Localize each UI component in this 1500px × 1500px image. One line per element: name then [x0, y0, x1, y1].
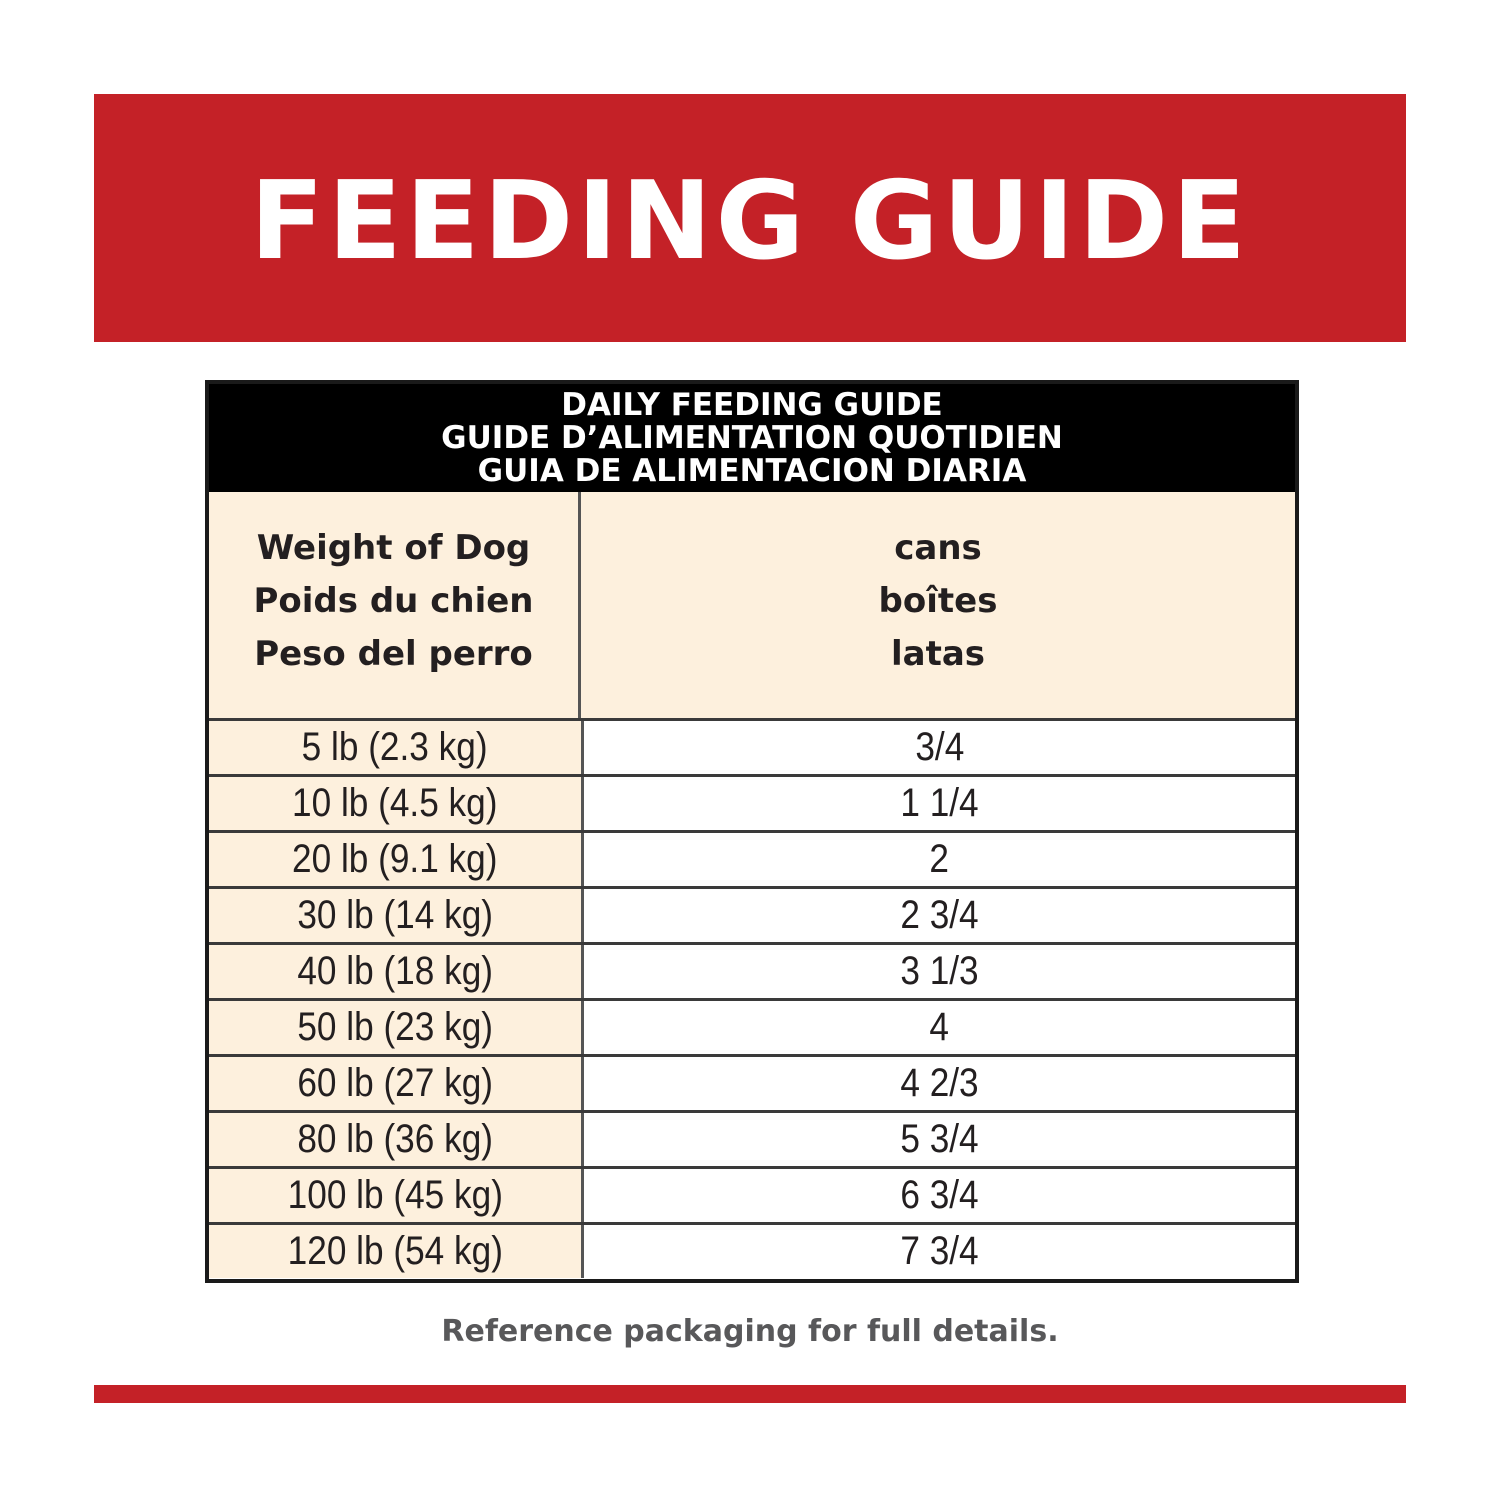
- banner-title: FEEDING GUIDE: [250, 159, 1250, 284]
- table-row: 100 lb (45 kg) 6 3/4: [209, 1166, 1295, 1222]
- weight-cell: 40 lb (18 kg): [209, 945, 584, 998]
- amount-value: 5 3/4: [900, 1117, 979, 1161]
- weight-cell: 60 lb (27 kg): [209, 1057, 584, 1110]
- amount-value: 2: [929, 837, 950, 881]
- weight-heading-fr: Poids du chien: [253, 581, 534, 621]
- footnote: Reference packaging for full details.: [441, 1314, 1059, 1349]
- weight-cell: 120 lb (54 kg): [209, 1225, 584, 1278]
- weight-cell: 10 lb (4.5 kg): [209, 777, 584, 830]
- table-row: 120 lb (54 kg) 7 3/4: [209, 1222, 1295, 1278]
- table-row: 80 lb (36 kg) 5 3/4: [209, 1110, 1295, 1166]
- amount-cell: 3/4: [584, 721, 1295, 774]
- amount-value: 7 3/4: [900, 1229, 979, 1273]
- table-row: 40 lb (18 kg) 3 1/3: [209, 942, 1295, 998]
- weight-heading-es: Peso del perro: [254, 634, 533, 674]
- column-headings: Weight of Dog Poids du chien Peso del pe…: [209, 492, 1295, 718]
- weight-cell: 30 lb (14 kg): [209, 889, 584, 942]
- weight-value: 50 lb (23 kg): [297, 1005, 493, 1049]
- amount-value: 4 2/3: [900, 1061, 979, 1105]
- table-row: 20 lb (9.1 kg) 2: [209, 830, 1295, 886]
- amount-heading-en: cans: [894, 528, 982, 568]
- amount-value: 4: [929, 1005, 950, 1049]
- banner: FEEDING GUIDE: [94, 94, 1406, 342]
- table-row: 30 lb (14 kg) 2 3/4: [209, 886, 1295, 942]
- table-row: 5 lb (2.3 kg) 3/4: [209, 718, 1295, 774]
- amount-cell: 6 3/4: [584, 1169, 1295, 1222]
- amount-value: 3 1/3: [900, 949, 979, 993]
- table-header-line-es: GUIA DE ALIMENTACION DIARIA: [477, 452, 1027, 489]
- amount-heading-fr: boîtes: [878, 581, 998, 621]
- table-header-line-en: DAILY FEEDING GUIDE: [561, 386, 943, 423]
- weight-value: 30 lb (14 kg): [297, 893, 493, 937]
- amount-cell: 2: [584, 833, 1295, 886]
- amount-cell: 5 3/4: [584, 1113, 1295, 1166]
- bottom-divider: [94, 1385, 1406, 1403]
- feeding-table: DAILY FEEDING GUIDE GUIDE D’ALIMENTATION…: [205, 380, 1299, 1283]
- amount-cell: 2 3/4: [584, 889, 1295, 942]
- amount-heading-es: latas: [890, 634, 986, 674]
- weight-value: 60 lb (27 kg): [297, 1061, 493, 1105]
- weight-heading-en: Weight of Dog: [256, 528, 531, 568]
- amount-cell: 1 1/4: [584, 777, 1295, 830]
- weight-value: 80 lb (36 kg): [297, 1117, 493, 1161]
- weight-cell: 100 lb (45 kg): [209, 1169, 584, 1222]
- weight-cell: 20 lb (9.1 kg): [209, 833, 584, 886]
- weight-cell: 50 lb (23 kg): [209, 1001, 584, 1054]
- amount-column-heading: cans boîtes latas: [581, 492, 1295, 718]
- amount-value: 2 3/4: [900, 893, 979, 937]
- amount-cell: 3 1/3: [584, 945, 1295, 998]
- weight-value: 20 lb (9.1 kg): [292, 837, 498, 881]
- table-row: 10 lb (4.5 kg) 1 1/4: [209, 774, 1295, 830]
- table-header: DAILY FEEDING GUIDE GUIDE D’ALIMENTATION…: [209, 384, 1295, 492]
- table-row: 60 lb (27 kg) 4 2/3: [209, 1054, 1295, 1110]
- weight-value: 40 lb (18 kg): [297, 949, 493, 993]
- amount-cell: 4: [584, 1001, 1295, 1054]
- weight-value: 120 lb (54 kg): [287, 1229, 503, 1273]
- weight-value: 5 lb (2.3 kg): [302, 725, 488, 769]
- weight-cell: 80 lb (36 kg): [209, 1113, 584, 1166]
- amount-value: 6 3/4: [900, 1173, 979, 1217]
- amount-cell: 4 2/3: [584, 1057, 1295, 1110]
- weight-column-heading: Weight of Dog Poids du chien Peso del pe…: [209, 492, 581, 718]
- weight-cell: 5 lb (2.3 kg): [209, 721, 584, 774]
- amount-cell: 7 3/4: [584, 1225, 1295, 1278]
- amount-value: 1 1/4: [900, 781, 979, 825]
- weight-value: 10 lb (4.5 kg): [292, 781, 498, 825]
- table-body: 5 lb (2.3 kg) 3/4 10 lb (4.5 kg) 1 1/4 2…: [209, 718, 1295, 1278]
- table-header-line-fr: GUIDE D’ALIMENTATION QUOTIDIEN: [441, 419, 1063, 456]
- weight-value: 100 lb (45 kg): [287, 1173, 503, 1217]
- amount-value: 3/4: [915, 725, 964, 769]
- table-row: 50 lb (23 kg) 4: [209, 998, 1295, 1054]
